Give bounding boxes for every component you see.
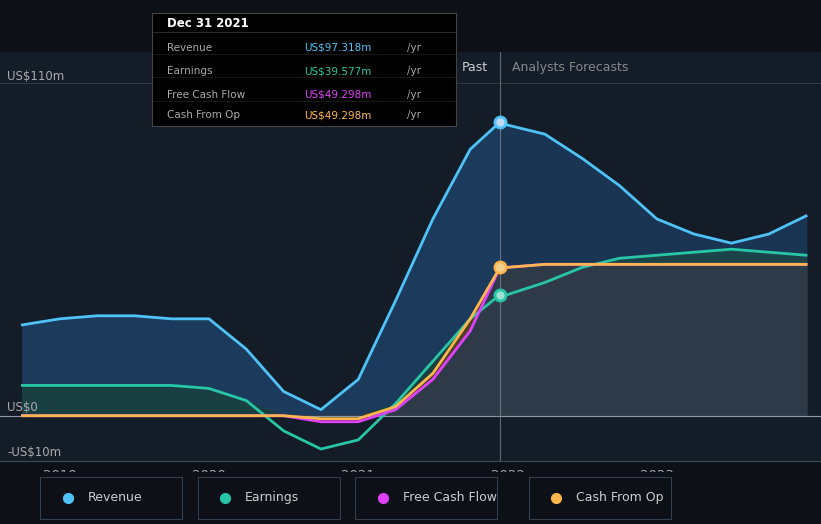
Text: Free Cash Flow: Free Cash Flow xyxy=(402,492,497,504)
Text: Revenue: Revenue xyxy=(87,492,142,504)
Text: Past: Past xyxy=(462,61,488,73)
Bar xyxy=(355,477,498,519)
Text: Dec 31 2021: Dec 31 2021 xyxy=(167,17,249,30)
Text: Analysts Forecasts: Analysts Forecasts xyxy=(512,61,628,73)
Text: Cash From Op: Cash From Op xyxy=(167,110,240,120)
Text: /yr: /yr xyxy=(407,90,421,100)
Text: Free Cash Flow: Free Cash Flow xyxy=(167,90,245,100)
Text: Earnings: Earnings xyxy=(167,66,213,76)
Bar xyxy=(40,477,182,519)
Bar xyxy=(529,477,671,519)
Text: US$97.318m: US$97.318m xyxy=(304,42,371,52)
Bar xyxy=(198,477,340,519)
Text: Cash From Op: Cash From Op xyxy=(576,492,663,504)
Text: US$110m: US$110m xyxy=(7,70,65,83)
Text: Earnings: Earnings xyxy=(245,492,299,504)
Text: /yr: /yr xyxy=(407,110,421,120)
Text: US$39.577m: US$39.577m xyxy=(304,66,371,76)
Text: /yr: /yr xyxy=(407,42,421,52)
Text: US$49.298m: US$49.298m xyxy=(304,110,371,120)
Text: US$0: US$0 xyxy=(7,401,39,414)
Text: Revenue: Revenue xyxy=(167,42,212,52)
Text: US$49.298m: US$49.298m xyxy=(304,90,371,100)
Text: /yr: /yr xyxy=(407,66,421,76)
Text: -US$10m: -US$10m xyxy=(7,446,62,459)
